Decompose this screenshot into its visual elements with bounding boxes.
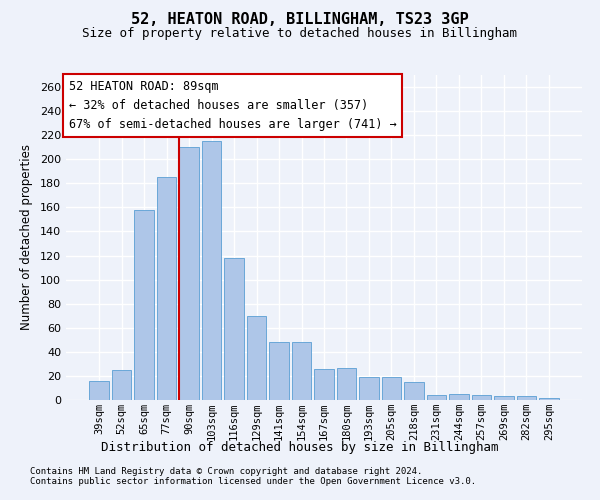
Bar: [202, 141, 221, 400]
Text: 52, HEATON ROAD, BILLINGHAM, TS23 3GP: 52, HEATON ROAD, BILLINGHAM, TS23 3GP: [131, 12, 469, 28]
Bar: [449, 394, 469, 400]
Bar: [472, 395, 491, 400]
Bar: [179, 147, 199, 400]
Bar: [494, 396, 514, 400]
Text: Distribution of detached houses by size in Billingham: Distribution of detached houses by size …: [101, 441, 499, 454]
Bar: [89, 380, 109, 400]
Bar: [112, 370, 131, 400]
Bar: [224, 258, 244, 400]
Bar: [292, 342, 311, 400]
Bar: [517, 396, 536, 400]
Bar: [427, 395, 446, 400]
Bar: [269, 342, 289, 400]
Bar: [539, 398, 559, 400]
Bar: [134, 210, 154, 400]
Text: Size of property relative to detached houses in Billingham: Size of property relative to detached ho…: [83, 28, 517, 40]
Y-axis label: Number of detached properties: Number of detached properties: [20, 144, 33, 330]
Text: Contains HM Land Registry data © Crown copyright and database right 2024.: Contains HM Land Registry data © Crown c…: [30, 467, 422, 476]
Bar: [337, 368, 356, 400]
Text: 52 HEATON ROAD: 89sqm
← 32% of detached houses are smaller (357)
67% of semi-det: 52 HEATON ROAD: 89sqm ← 32% of detached …: [68, 80, 397, 131]
Bar: [404, 382, 424, 400]
Bar: [359, 377, 379, 400]
Bar: [314, 368, 334, 400]
Bar: [382, 377, 401, 400]
Bar: [247, 316, 266, 400]
Bar: [157, 178, 176, 400]
Text: Contains public sector information licensed under the Open Government Licence v3: Contains public sector information licen…: [30, 477, 476, 486]
